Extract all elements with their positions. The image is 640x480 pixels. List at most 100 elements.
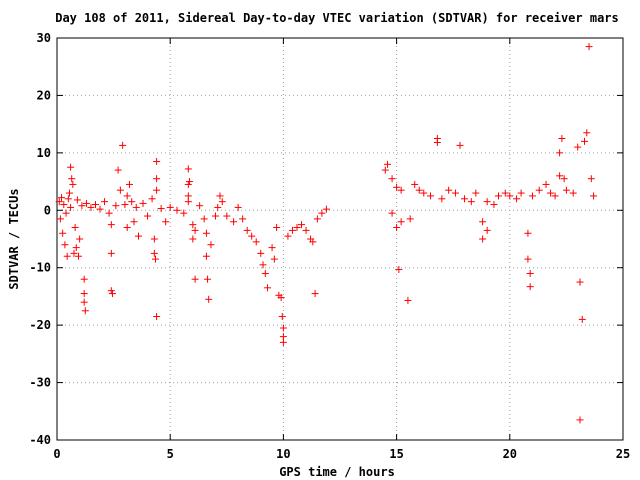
data-point <box>270 255 278 263</box>
data-point <box>180 209 188 217</box>
x-tick-label: 0 <box>53 447 60 461</box>
data-point <box>311 290 319 298</box>
data-point <box>119 141 127 149</box>
data-point <box>67 203 75 211</box>
data-point <box>91 201 99 209</box>
data-point <box>128 198 136 206</box>
y-tick-label: 0 <box>44 203 51 217</box>
data-point <box>96 205 104 213</box>
data-point <box>185 178 193 186</box>
y-tick-label: 10 <box>37 146 51 160</box>
data-point <box>542 180 550 188</box>
data-point <box>112 202 120 210</box>
data-point <box>318 209 326 217</box>
data-point <box>58 194 66 202</box>
data-point <box>252 238 260 246</box>
data-point <box>223 212 231 220</box>
data-point <box>150 249 158 257</box>
data-point <box>264 284 272 292</box>
data-point <box>184 165 192 173</box>
data-point <box>196 202 204 210</box>
data-point <box>69 180 77 188</box>
data-point <box>144 212 152 220</box>
x-tick-label: 5 <box>167 447 174 461</box>
data-point <box>59 229 67 237</box>
data-point <box>313 215 321 223</box>
data-point <box>526 283 534 291</box>
data-point <box>277 294 285 302</box>
data-point <box>73 196 81 204</box>
data-point <box>506 192 514 200</box>
data-point <box>70 249 78 257</box>
data-point <box>191 226 199 234</box>
data-point <box>467 198 475 206</box>
data-point <box>60 201 68 209</box>
data-point <box>216 192 224 200</box>
data-point <box>279 324 287 332</box>
data-points <box>55 43 598 424</box>
plot-grid <box>57 38 623 440</box>
data-point <box>80 290 88 298</box>
data-point <box>490 201 498 209</box>
x-tick-label: 10 <box>276 447 290 461</box>
data-point <box>207 241 215 249</box>
data-point <box>384 160 392 168</box>
data-point <box>139 199 147 207</box>
data-point <box>166 203 174 211</box>
data-point <box>72 244 80 252</box>
data-point <box>268 244 276 252</box>
data-point <box>535 186 543 194</box>
data-point <box>239 215 247 223</box>
data-point <box>397 186 405 194</box>
data-point <box>214 203 222 211</box>
data-point <box>123 224 131 232</box>
y-tick-label: 20 <box>37 88 51 102</box>
data-point <box>547 189 555 197</box>
data-point <box>153 157 161 165</box>
data-point <box>461 195 469 203</box>
plot-frame <box>56 37 624 441</box>
x-axis-label: GPS time / hours <box>279 465 395 479</box>
data-point <box>243 226 251 234</box>
data-point <box>123 192 131 200</box>
data-point <box>556 149 564 157</box>
y-tick-label: -30 <box>29 376 51 390</box>
data-point <box>445 186 453 194</box>
data-point <box>517 189 525 197</box>
data-point <box>81 307 89 315</box>
data-point <box>472 189 480 197</box>
data-point <box>130 218 138 226</box>
data-point <box>135 232 143 240</box>
data-point <box>388 209 396 217</box>
data-point <box>483 226 491 234</box>
y-axis-ticks: -40 -30 -20 -10 0 10 20 30 <box>29 31 623 447</box>
data-point <box>288 226 296 234</box>
data-point <box>581 137 589 145</box>
data-point <box>65 189 73 197</box>
data-point <box>551 192 559 200</box>
data-point <box>576 416 584 424</box>
data-point <box>189 235 197 243</box>
data-point <box>528 192 536 200</box>
data-point <box>125 180 133 188</box>
data-point <box>75 252 83 260</box>
data-point <box>284 232 292 240</box>
plot-area-border <box>56 37 624 441</box>
data-point <box>393 183 401 191</box>
data-point <box>393 224 401 232</box>
data-point <box>202 229 210 237</box>
data-point <box>114 166 122 174</box>
data-point <box>562 186 570 194</box>
y-tick-label: 30 <box>37 31 51 45</box>
data-point <box>162 218 170 226</box>
data-point <box>173 206 181 214</box>
chart-title: Day 108 of 2011, Sidereal Day-to-day VTE… <box>55 11 619 25</box>
data-point <box>82 199 90 207</box>
data-point <box>261 269 269 277</box>
data-point <box>411 180 419 188</box>
y-axis-label: SDTVAR / TECUs <box>7 188 21 289</box>
data-point <box>153 186 161 194</box>
data-point <box>257 249 265 257</box>
data-point <box>153 313 161 321</box>
